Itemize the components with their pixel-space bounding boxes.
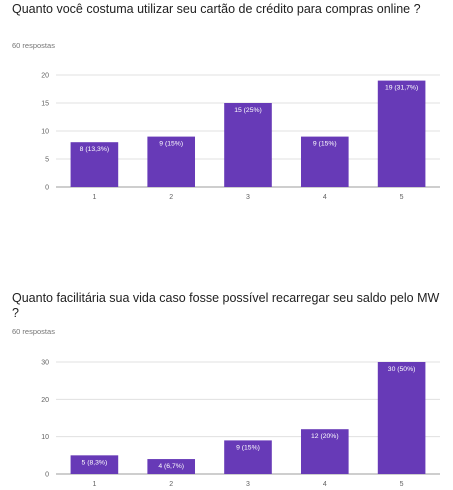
bar[interactable] bbox=[300, 136, 349, 187]
x-tick-label: 3 bbox=[246, 194, 250, 201]
bar[interactable] bbox=[224, 103, 272, 187]
y-tick-label: 30 bbox=[41, 360, 49, 367]
y-tick-label: 10 bbox=[41, 434, 49, 441]
response-count-2: 60 respostas bbox=[12, 327, 55, 336]
bar[interactable] bbox=[147, 136, 196, 187]
y-tick-label: 5 bbox=[45, 157, 49, 164]
bar[interactable] bbox=[70, 142, 119, 187]
data-label: 4 (6,7%) bbox=[158, 463, 184, 470]
bar[interactable] bbox=[224, 440, 272, 474]
question-title-2: Quanto facilitária sua vida caso fosse p… bbox=[12, 291, 440, 320]
x-tick-label: 2 bbox=[169, 481, 173, 488]
data-label: 30 (50%) bbox=[388, 366, 416, 373]
x-tick-label: 1 bbox=[92, 194, 96, 201]
y-tick-label: 20 bbox=[41, 397, 49, 404]
data-label: 15 (25%) bbox=[234, 107, 262, 114]
x-tick-label: 5 bbox=[400, 481, 404, 488]
x-tick-label: 4 bbox=[323, 194, 327, 201]
y-tick-label: 10 bbox=[41, 129, 49, 136]
bar[interactable] bbox=[70, 455, 119, 474]
data-label: 9 (15%) bbox=[159, 141, 183, 148]
y-tick-label: 15 bbox=[41, 101, 49, 108]
x-tick-label: 5 bbox=[400, 194, 404, 201]
data-label: 9 (15%) bbox=[313, 141, 337, 148]
x-tick-label: 1 bbox=[92, 481, 96, 488]
question-title-1: Quanto você costuma utilizar seu cartão … bbox=[12, 2, 421, 16]
bar[interactable] bbox=[147, 459, 196, 474]
y-tick-label: 0 bbox=[45, 185, 49, 192]
x-tick-label: 4 bbox=[323, 481, 327, 488]
data-label: 8 (13,3%) bbox=[80, 146, 109, 153]
data-label: 9 (15%) bbox=[236, 444, 260, 451]
bar[interactable] bbox=[377, 362, 426, 474]
bar[interactable] bbox=[300, 429, 349, 474]
bar[interactable] bbox=[377, 80, 426, 187]
response-count-1: 60 respostas bbox=[12, 41, 55, 50]
x-tick-label: 3 bbox=[246, 481, 250, 488]
x-tick-label: 2 bbox=[169, 194, 173, 201]
data-label: 12 (20%) bbox=[311, 433, 339, 440]
data-label: 5 (8,3%) bbox=[82, 459, 108, 466]
data-label: 19 (31,7%) bbox=[385, 85, 418, 92]
y-tick-label: 20 bbox=[41, 73, 49, 80]
y-tick-label: 0 bbox=[45, 472, 49, 479]
